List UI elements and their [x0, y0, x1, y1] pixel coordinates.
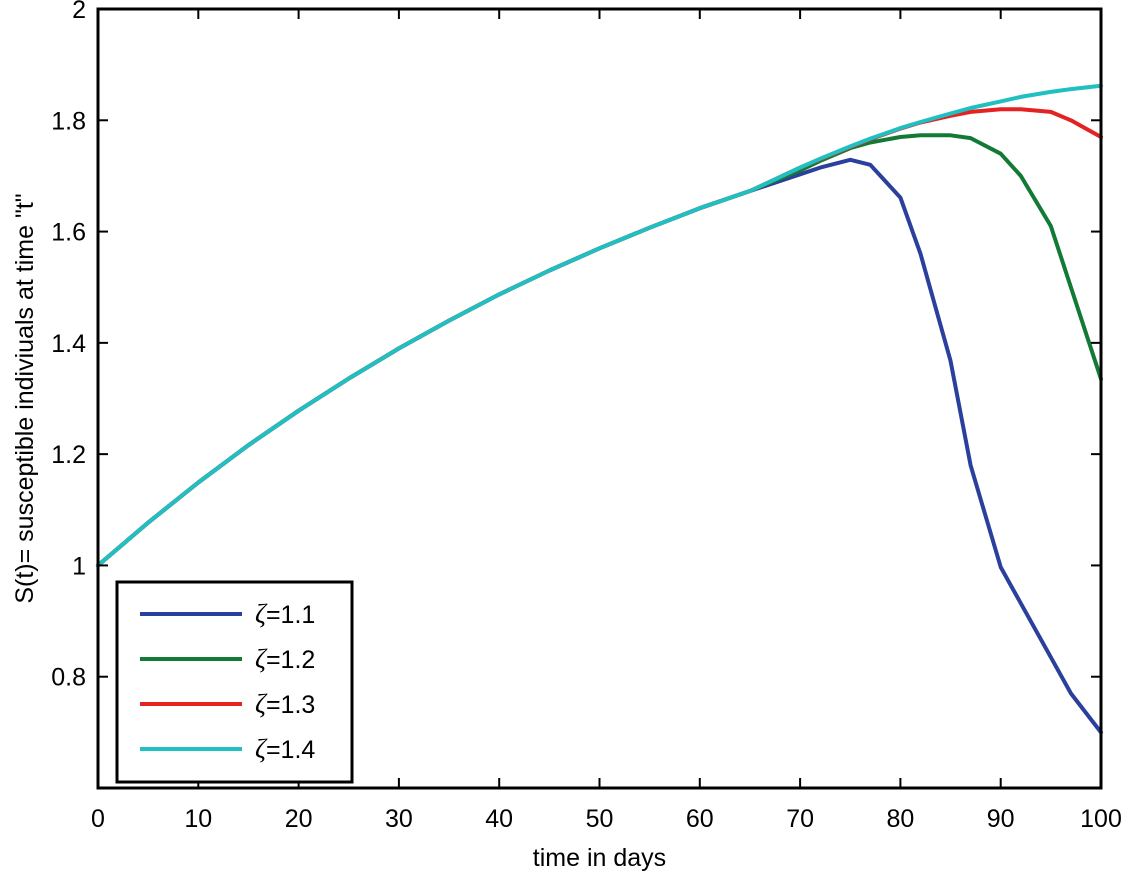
- series-line-3: [96, 107, 1103, 568]
- x-axis-label: time in days: [533, 844, 666, 872]
- x-tick-label: 10: [184, 805, 212, 833]
- legend-label-4: ζ=1.4: [255, 734, 315, 764]
- x-tick-label: 0: [91, 805, 105, 833]
- x-tick-label: 70: [786, 805, 814, 833]
- x-tick-label: 30: [385, 805, 413, 833]
- y-tick-label: 2: [72, 0, 86, 24]
- y-tick-label: 1.6: [51, 219, 86, 247]
- x-tick-label: 40: [485, 805, 513, 833]
- series-lines: [96, 83, 1103, 735]
- y-axis: 0.8 1 1.2 1.4 1.6 1.8 2: [51, 0, 1101, 692]
- x-axis: 0 10 20 30 40 50 60 70 80 90 100: [91, 9, 1122, 833]
- y-tick-label: 1.8: [51, 107, 86, 135]
- y-tick-label: 1.2: [51, 441, 86, 469]
- x-tick-label: 60: [686, 805, 714, 833]
- legend-label-2: ζ=1.2: [255, 644, 315, 674]
- y-tick-label: 1: [72, 552, 86, 580]
- x-tick-label: 80: [886, 805, 914, 833]
- y-tick-label: 0.8: [51, 664, 86, 692]
- x-tick-label: 50: [586, 805, 614, 833]
- legend-label-3: ζ=1.3: [255, 689, 315, 719]
- legend-label-1: ζ=1.1: [255, 599, 315, 629]
- legend: ζ=1.1 ζ=1.2 ζ=1.3 ζ=1.4: [115, 580, 354, 784]
- x-tick-label: 90: [987, 805, 1015, 833]
- x-tick-label: 20: [285, 805, 313, 833]
- y-axis-label: S(t)= susceptible indiviuals at time "t": [11, 193, 39, 603]
- series-line-2: [96, 133, 1103, 568]
- x-tick-label: 100: [1080, 805, 1122, 833]
- series-line-4: [96, 83, 1103, 568]
- y-tick-label: 1.4: [51, 330, 86, 358]
